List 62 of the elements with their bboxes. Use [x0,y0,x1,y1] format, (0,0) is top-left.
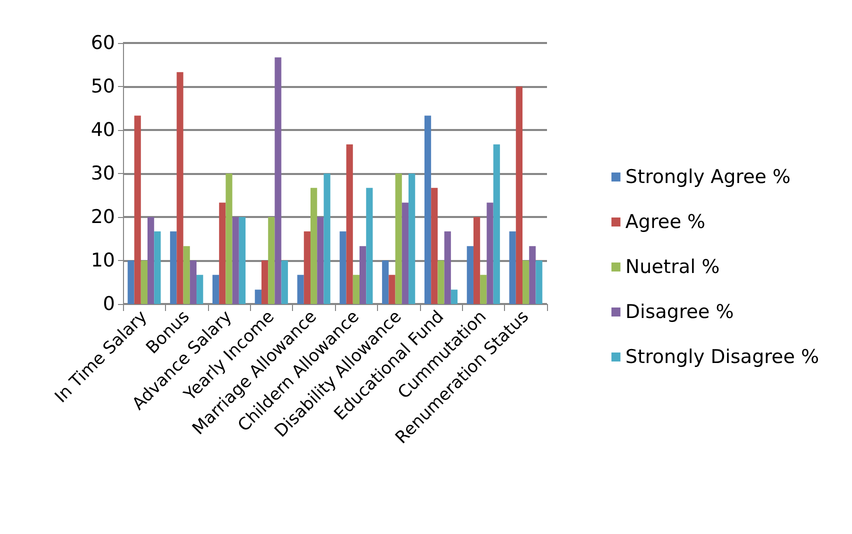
bar [281,260,288,304]
bar [212,274,220,304]
bar [232,217,239,304]
bar [522,260,530,304]
bar [424,116,432,304]
y-tick-label: 20 [90,206,115,228]
legend-label: Strongly Agree % [625,166,791,188]
bar [170,231,177,304]
bar [444,231,451,304]
bar [493,144,500,304]
bar [134,116,141,304]
bar [148,217,154,304]
legend-label: Strongly Disagree % [625,346,820,368]
bar [219,202,226,304]
bar [395,174,402,304]
y-tick-label: 10 [90,250,115,272]
bar [352,274,360,304]
y-tick-label: 60 [90,32,115,54]
bar [360,246,366,304]
y-tick-label: 0 [102,293,115,315]
bar [438,260,444,304]
bar [324,174,330,304]
bar [408,174,416,304]
bar [402,202,409,304]
y-tick-label: 40 [90,119,115,141]
bar [480,274,487,304]
bar [274,57,282,304]
bar [346,144,353,304]
bar [431,188,438,304]
bar [388,274,396,304]
bar [529,246,536,304]
bar [128,260,134,304]
bar [254,290,262,304]
legend-label: Agree % [625,211,706,233]
bar [297,274,304,304]
bar [536,260,542,304]
bar [226,174,232,304]
bar [366,188,373,304]
bar [140,260,148,304]
bar [382,260,389,304]
bar [340,231,346,304]
bar [183,246,190,304]
bar [176,72,184,304]
bar [196,274,204,304]
bar [466,246,474,304]
bar [238,217,246,304]
bar [486,202,494,304]
bar [154,231,161,304]
bar [516,86,522,304]
y-tick-label: 50 [90,76,115,98]
bar [450,290,458,304]
bar [190,260,197,304]
legend-label: Disagree % [625,301,734,323]
legend-label: Nuetral % [625,256,720,278]
bar [304,231,310,304]
bar [317,217,324,304]
bar [261,260,268,304]
bar [268,217,275,304]
y-tick-label: 30 [90,162,115,184]
bar [310,188,318,304]
bar [473,217,480,304]
bar [509,231,516,304]
